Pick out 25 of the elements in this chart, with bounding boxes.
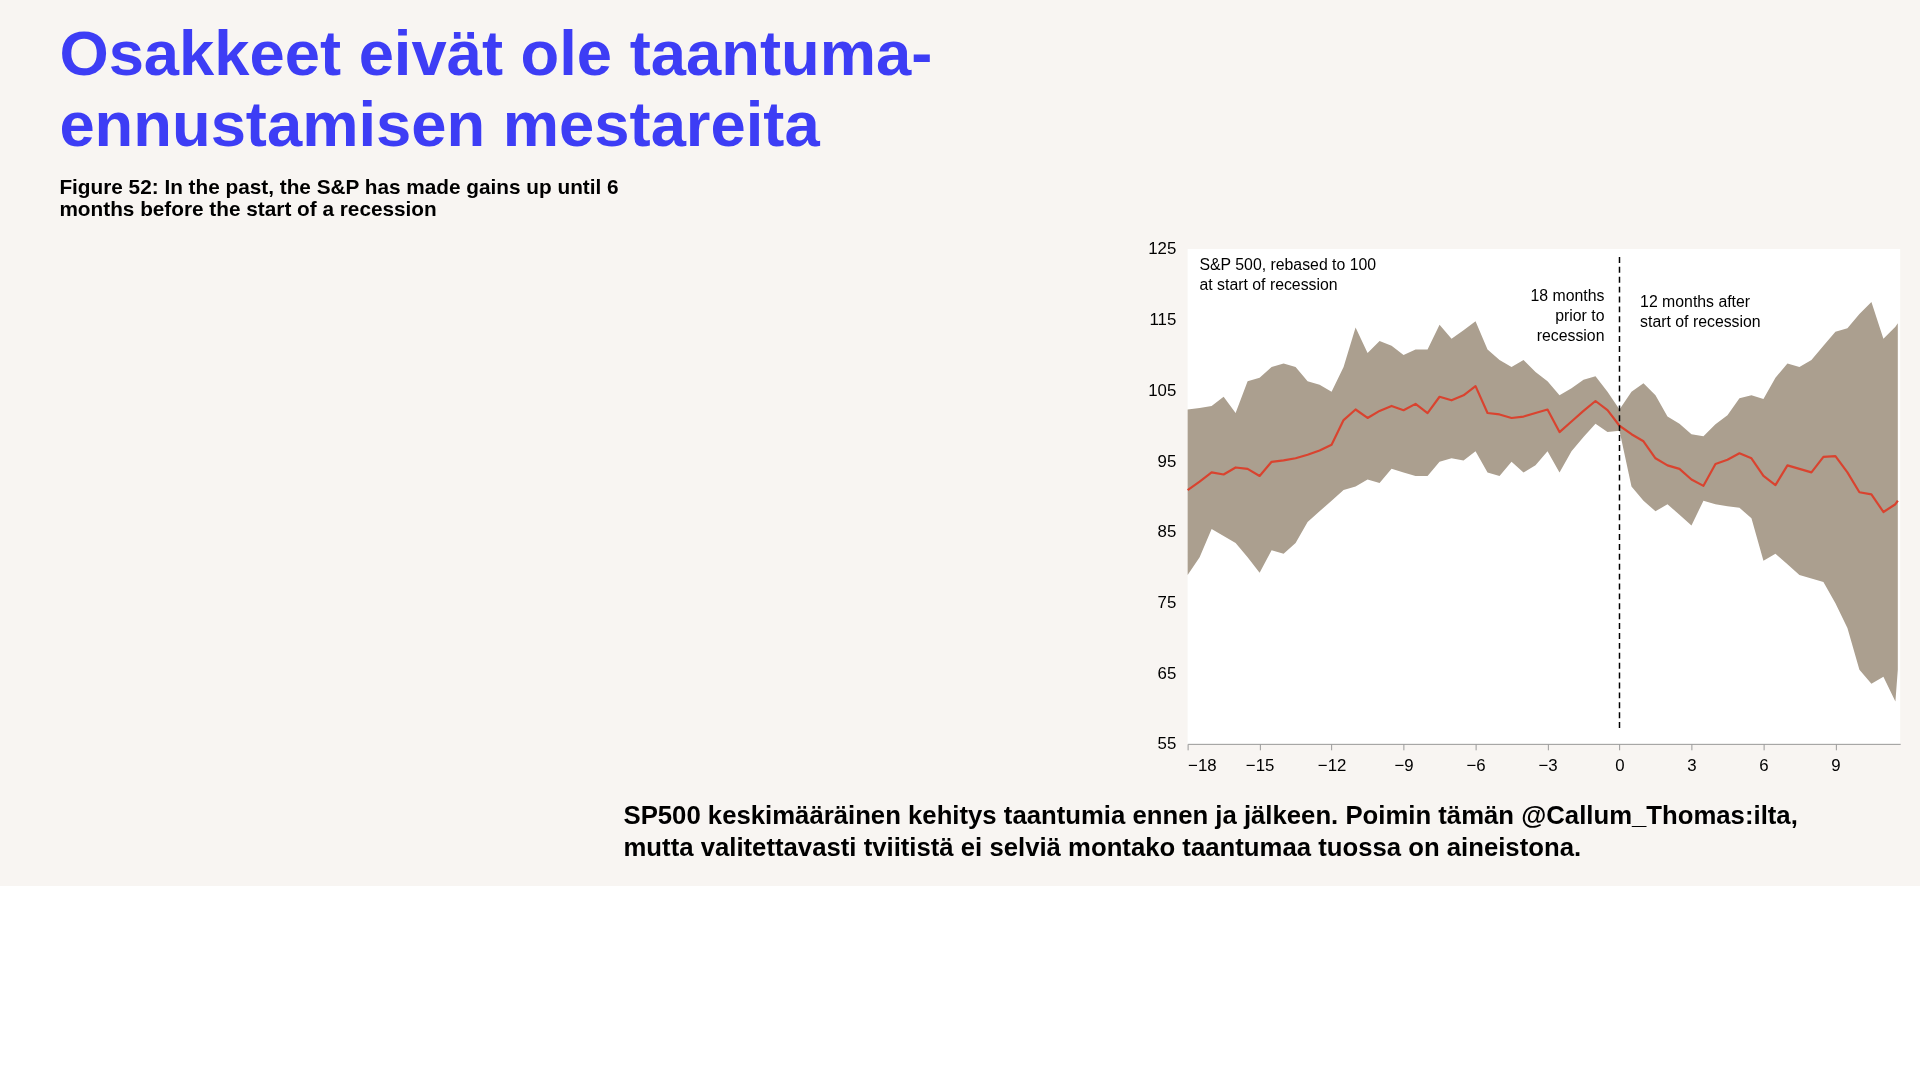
- text: Osakkeet eivät ole taantuma- ennustamisen mestareita: [59, 17, 933, 160]
- y-tick-label: 55: [1157, 734, 1177, 754]
- x-tick-label: −9: [1394, 756, 1414, 776]
- y-tick-label: 105: [1148, 380, 1177, 400]
- text: Figure 52: In the past, the S&P has made gains up until 6 months before the start of a recession: [59, 174, 619, 221]
- annotation: 12 months after start of recession: [1640, 293, 1761, 331]
- x-tick-label: 9: [1831, 756, 1841, 776]
- x-tick-label: −15: [1245, 756, 1275, 776]
- y-tick-label: 125: [1148, 239, 1177, 259]
- text: SP500 keskimääräinen kehitys taantumia ennen ja jälkeen. Poimin tämän @Callum_Thomas:ilta, mutta valitettavasti tviitistä ei selviä montako taantumaa tuossa on aineistona.: [623, 801, 1798, 862]
- x-tick-label: −18: [1188, 756, 1217, 776]
- x-tick-label: 3: [1687, 756, 1697, 776]
- annotation: S&P 500, rebased to 100 at start of recession: [1199, 255, 1377, 293]
- x-tick-label: 0: [1615, 756, 1625, 776]
- x-tick-label: −3: [1538, 756, 1558, 776]
- line-series: [1186, 385, 1899, 514]
- y-tick-label: 65: [1157, 663, 1177, 683]
- y-tick-label: 85: [1157, 522, 1177, 542]
- x-tick-label: −6: [1466, 756, 1486, 776]
- x-tick-label: −12: [1317, 756, 1347, 776]
- x-tick-label: 6: [1759, 756, 1769, 776]
- annotation: 18 months prior to recession: [1530, 287, 1605, 345]
- y-tick-label: 95: [1157, 451, 1177, 471]
- y-tick-label: 75: [1157, 592, 1177, 612]
- y-tick-label: 115: [1149, 310, 1177, 330]
